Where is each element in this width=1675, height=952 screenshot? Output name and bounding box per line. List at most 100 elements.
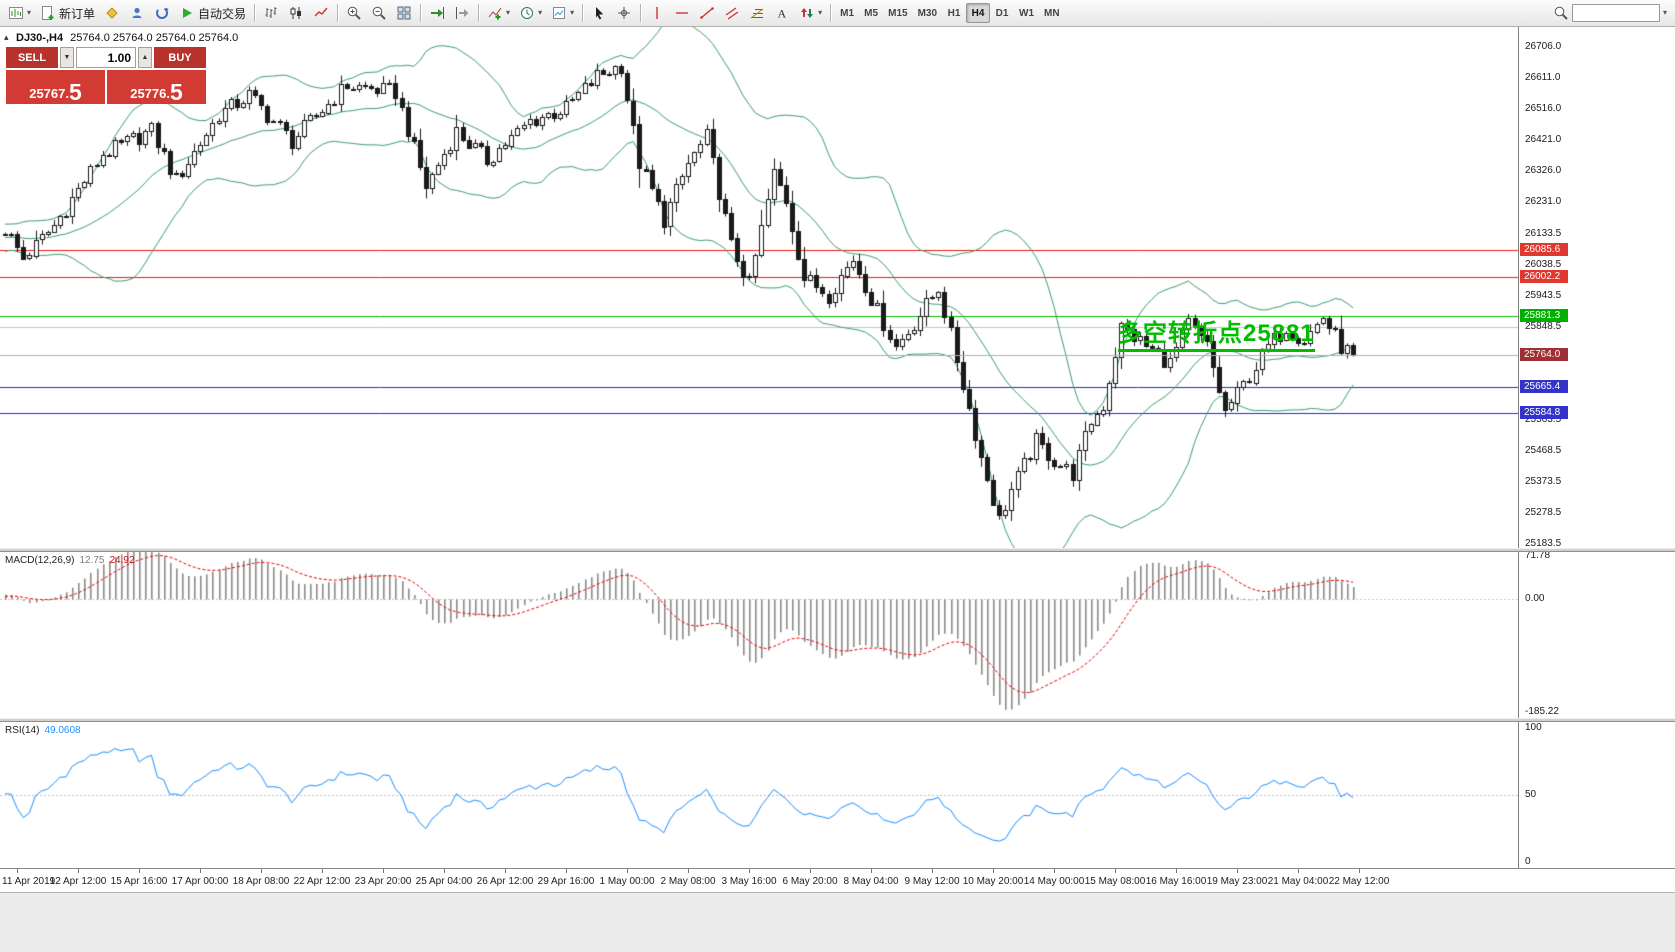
price-line-badge: 25665.4 [1520, 379, 1568, 393]
time-axis-label: 17 Apr 00:00 [171, 876, 229, 887]
zoom-out-button[interactable] [367, 2, 391, 24]
sell-price-button[interactable]: 25767. 5 [6, 70, 105, 104]
macd-axis-label: -185.22 [1525, 706, 1559, 718]
rsi-canvas[interactable] [0, 722, 1518, 868]
bar-chart-button[interactable] [259, 2, 283, 24]
tab-timeframe-m30[interactable]: M30 [917, 7, 938, 19]
time-axis-tick [932, 869, 933, 873]
tab-timeframe-w1[interactable]: W1 [1019, 7, 1035, 19]
refresh-button[interactable] [150, 2, 174, 24]
tab-timeframe-m1[interactable]: M1 [840, 7, 855, 19]
one-click-toggle-icon[interactable]: ▴ [4, 32, 9, 42]
toolbar-separator [420, 4, 422, 22]
metaeditor-button[interactable] [100, 2, 124, 24]
arrows-button[interactable]: ▾ [795, 2, 826, 24]
volume-decrease-icon: ▼ [63, 54, 71, 61]
periods-button[interactable]: ▾ [515, 2, 546, 24]
time-axis-label: 29 Apr 16:00 [537, 876, 595, 887]
candles-icon [290, 7, 302, 19]
macd-name: MACD(12,26,9) [5, 555, 75, 566]
chart-annotation-text[interactable]: 多空转折点25881 [1118, 313, 1315, 352]
time-axis-tick [688, 869, 689, 873]
macd-axis[interactable]: 71.78 0.00 -185.22 [1518, 550, 1675, 718]
text-tool-button[interactable]: A [770, 2, 794, 24]
tile-windows-button[interactable] [392, 2, 416, 24]
price-line-badge: 26002.2 [1520, 269, 1568, 283]
buy-price-button[interactable]: 25776. 5 [107, 70, 206, 104]
price-axis-label: 26706.0 [1525, 41, 1562, 53]
main-toolbar: ▾ 新订单 自动交易 [0, 0, 1675, 27]
autotrading-button[interactable]: 自动交易 [175, 2, 250, 24]
rsi-label: RSI(14) 49.0608 [5, 725, 81, 736]
volume-input[interactable] [76, 47, 136, 68]
horizontal-line-icon [676, 12, 689, 14]
new-chart-button[interactable]: ▾ [4, 2, 35, 24]
chart-header: DJ30-,H4 25764.0 25764.0 25764.0 25764.0 [16, 32, 238, 44]
one-click-trading-panel: SELL ▼ ▲ BUY 25767.5 25776.5 [6, 47, 206, 104]
buy-price-main: 25776. [130, 85, 170, 101]
tab-timeframe-d1[interactable]: D1 [995, 7, 1009, 19]
svg-text:A: A [778, 7, 787, 21]
macd-canvas[interactable] [0, 552, 1518, 718]
rsi-axis-label: 50 [1525, 789, 1537, 800]
vertical-line-button[interactable] [645, 2, 669, 24]
time-axis-tick [444, 869, 445, 873]
trendline-button[interactable] [695, 2, 719, 24]
crosshair-button[interactable] [612, 2, 636, 24]
chart-shift-icon [456, 7, 469, 19]
search-options-icon[interactable]: ▾ [1662, 8, 1667, 17]
tab-timeframe-m5[interactable]: M5 [864, 7, 879, 19]
search-input[interactable] [1571, 4, 1660, 22]
time-axis-tick [78, 869, 79, 873]
line-chart-button[interactable] [309, 2, 333, 24]
cursor-button[interactable] [587, 2, 611, 24]
tab-timeframe-m15[interactable]: M15 [888, 7, 908, 19]
volume-decrease-button[interactable]: ▼ [60, 47, 74, 68]
channel-button[interactable] [720, 2, 744, 24]
time-axis[interactable]: 11 Apr 2019 12 Apr 12:00 15 Apr 16:00 17 Ap… [0, 868, 1675, 892]
time-axis-tick [200, 869, 201, 873]
fibonacci-button[interactable] [745, 2, 769, 24]
price-chart-canvas[interactable] [0, 27, 1518, 548]
time-axis-tick [810, 869, 811, 873]
search-box: ▾ [1553, 4, 1671, 22]
new-order-button[interactable]: 新订单 [36, 2, 99, 24]
buy-button[interactable]: BUY [154, 47, 206, 68]
templates-button[interactable]: ▾ [547, 2, 578, 24]
chevron-down-icon: ▾ [538, 8, 543, 17]
candlestick-chart-button[interactable] [284, 2, 308, 24]
tab-timeframe-mn[interactable]: MN [1044, 7, 1060, 19]
toolbar-separator [337, 4, 339, 22]
tab-timeframe-h4[interactable]: H4 [966, 3, 991, 23]
time-axis-tick [871, 869, 872, 873]
indicators-icon [488, 7, 502, 20]
pane-splitter[interactable] [0, 548, 1675, 552]
time-axis-label: 10 May 20:00 [962, 876, 1024, 887]
chevron-down-icon: ▾ [570, 8, 575, 17]
time-axis-label: 15 Apr 16:00 [110, 876, 168, 887]
price-axis-label: 26231.0 [1525, 196, 1562, 208]
macd-axis-label: 0.00 [1525, 593, 1545, 605]
time-axis-tick [566, 869, 567, 873]
time-axis-label: 26 Apr 12:00 [476, 876, 534, 887]
indicators-button[interactable]: ▾ [483, 2, 514, 24]
price-axis-label: 25468.5 [1525, 445, 1562, 457]
search-icon[interactable] [1553, 5, 1569, 21]
tab-timeframe-h1[interactable]: H1 [947, 7, 961, 19]
horizontal-line-button[interactable] [670, 2, 694, 24]
price-line-badge: 25881.3 [1520, 309, 1568, 323]
volume-increase-button[interactable]: ▲ [138, 47, 152, 68]
price-axis[interactable]: 26706.0 26611.0 26516.0 26421.0 26326.0 26231… [1518, 27, 1675, 549]
profiles-icon [132, 7, 142, 18]
zoom-in-button[interactable] [342, 2, 366, 24]
rsi-name: RSI(14) [5, 725, 40, 736]
profiles-button[interactable] [125, 2, 149, 24]
sell-button[interactable]: SELL [6, 47, 58, 68]
macd-signal-value: 24.92 [109, 555, 135, 566]
sell-price-main: 25767. [29, 85, 69, 101]
autoscroll-button[interactable] [425, 2, 449, 24]
rsi-axis[interactable]: 100 50 0 [1518, 722, 1675, 868]
price-line-badge: 26085.6 [1520, 242, 1568, 256]
chart-shift-button[interactable] [450, 2, 474, 24]
pane-splitter[interactable] [0, 718, 1675, 722]
